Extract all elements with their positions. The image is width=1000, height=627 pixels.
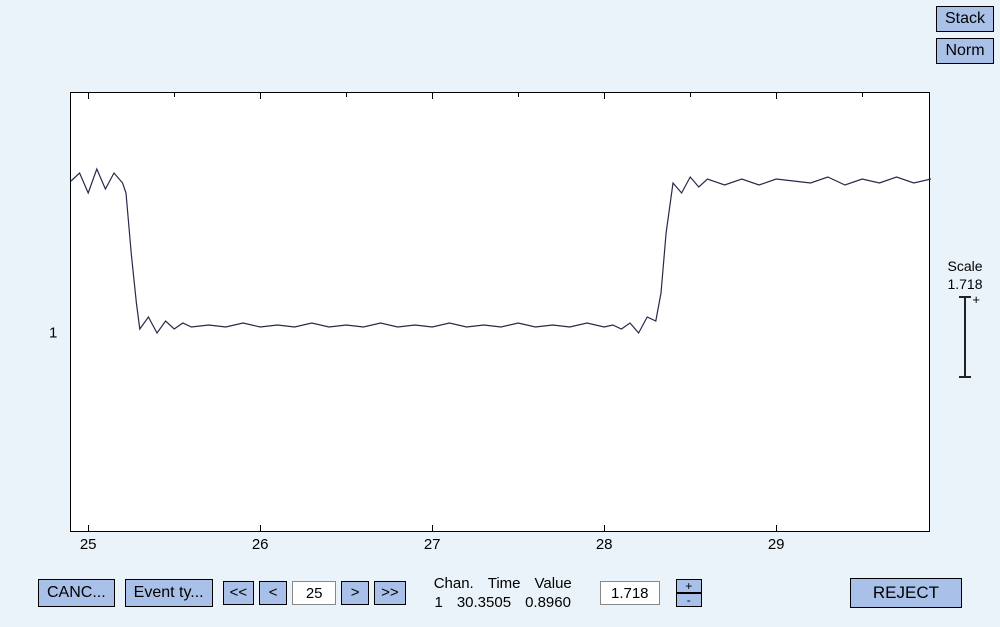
xtick-label: 27 xyxy=(424,536,441,553)
value-value: 0.8960 xyxy=(525,594,571,611)
info-block: Chan. Time Value 1 30.3505 0.8960 xyxy=(434,575,572,611)
xtick-top xyxy=(260,93,261,99)
reject-button[interactable]: REJECT xyxy=(850,578,962,608)
xtick-minor xyxy=(862,93,863,97)
xtick-top xyxy=(604,93,605,99)
scale-input[interactable] xyxy=(600,581,660,605)
xtick-minor xyxy=(518,93,519,97)
xtick-minor xyxy=(174,93,175,97)
signal-plot: 12526272829 xyxy=(70,92,930,532)
xtick-bottom xyxy=(260,525,261,531)
value-chan: 1 xyxy=(434,594,442,611)
xtick-bottom xyxy=(604,525,605,531)
xtick-top xyxy=(88,93,89,99)
xtick-bottom xyxy=(88,525,89,531)
xtick-top xyxy=(776,93,777,99)
xtick-label: 25 xyxy=(80,536,97,553)
xtick-minor xyxy=(346,93,347,97)
xtick-bottom xyxy=(432,525,433,531)
next-page-button[interactable]: > xyxy=(341,581,369,605)
bottom-toolbar: CANC... Event ty... << < > >> Chan. Time… xyxy=(38,573,962,613)
ytick-label: 1 xyxy=(49,325,57,342)
xtick-label: 29 xyxy=(768,536,785,553)
scale-minus-button[interactable]: - xyxy=(676,593,702,607)
event-type-button[interactable]: Event ty... xyxy=(125,579,213,607)
xtick-minor xyxy=(690,93,691,97)
nav-group: << < > >> xyxy=(223,581,406,605)
cancel-button[interactable]: CANC... xyxy=(38,579,115,607)
header-value: Value xyxy=(535,575,572,592)
scale-pm-group: + - xyxy=(676,579,702,607)
scale-plus-icon: + xyxy=(972,292,980,307)
stack-button[interactable]: Stack xyxy=(936,6,994,32)
scale-value: 1.718 xyxy=(938,276,992,292)
header-chan: Chan. xyxy=(434,575,474,592)
scale-bar: + xyxy=(964,296,966,378)
page-input[interactable] xyxy=(292,581,336,605)
value-time: 30.3505 xyxy=(457,594,511,611)
xtick-top xyxy=(432,93,433,99)
xtick-label: 28 xyxy=(596,536,613,553)
plot-box: 12526272829 xyxy=(70,92,930,532)
scale-label: Scale xyxy=(938,258,992,274)
header-time: Time xyxy=(488,575,521,592)
scale-indicator: Scale 1.718 + xyxy=(938,258,992,378)
xtick-label: 26 xyxy=(252,536,269,553)
norm-button[interactable]: Norm xyxy=(936,38,994,64)
first-page-button[interactable]: << xyxy=(223,581,255,605)
last-page-button[interactable]: >> xyxy=(374,581,406,605)
xtick-bottom xyxy=(776,525,777,531)
scale-plus-button[interactable]: + xyxy=(676,579,702,593)
signal-trace xyxy=(71,93,931,533)
prev-page-button[interactable]: < xyxy=(259,581,287,605)
